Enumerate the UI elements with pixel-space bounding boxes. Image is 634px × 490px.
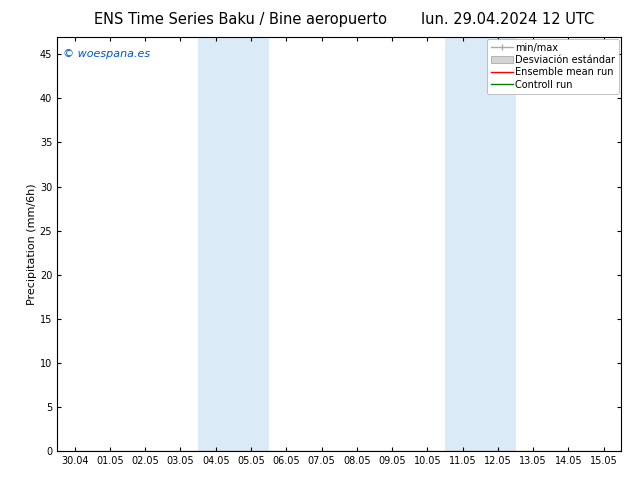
Text: lun. 29.04.2024 12 UTC: lun. 29.04.2024 12 UTC [420, 12, 594, 27]
Bar [198, 37, 269, 451]
Y-axis label: Precipitation (mm/6h): Precipitation (mm/6h) [27, 183, 37, 305]
Text: ENS Time Series Baku / Bine aeropuerto: ENS Time Series Baku / Bine aeropuerto [94, 12, 387, 27]
Bar [445, 37, 515, 451]
Legend: min/max, Desviación estándar, Ensemble mean run, Controll run: min/max, Desviación estándar, Ensemble m… [488, 39, 619, 94]
Text: © woespana.es: © woespana.es [63, 49, 150, 59]
